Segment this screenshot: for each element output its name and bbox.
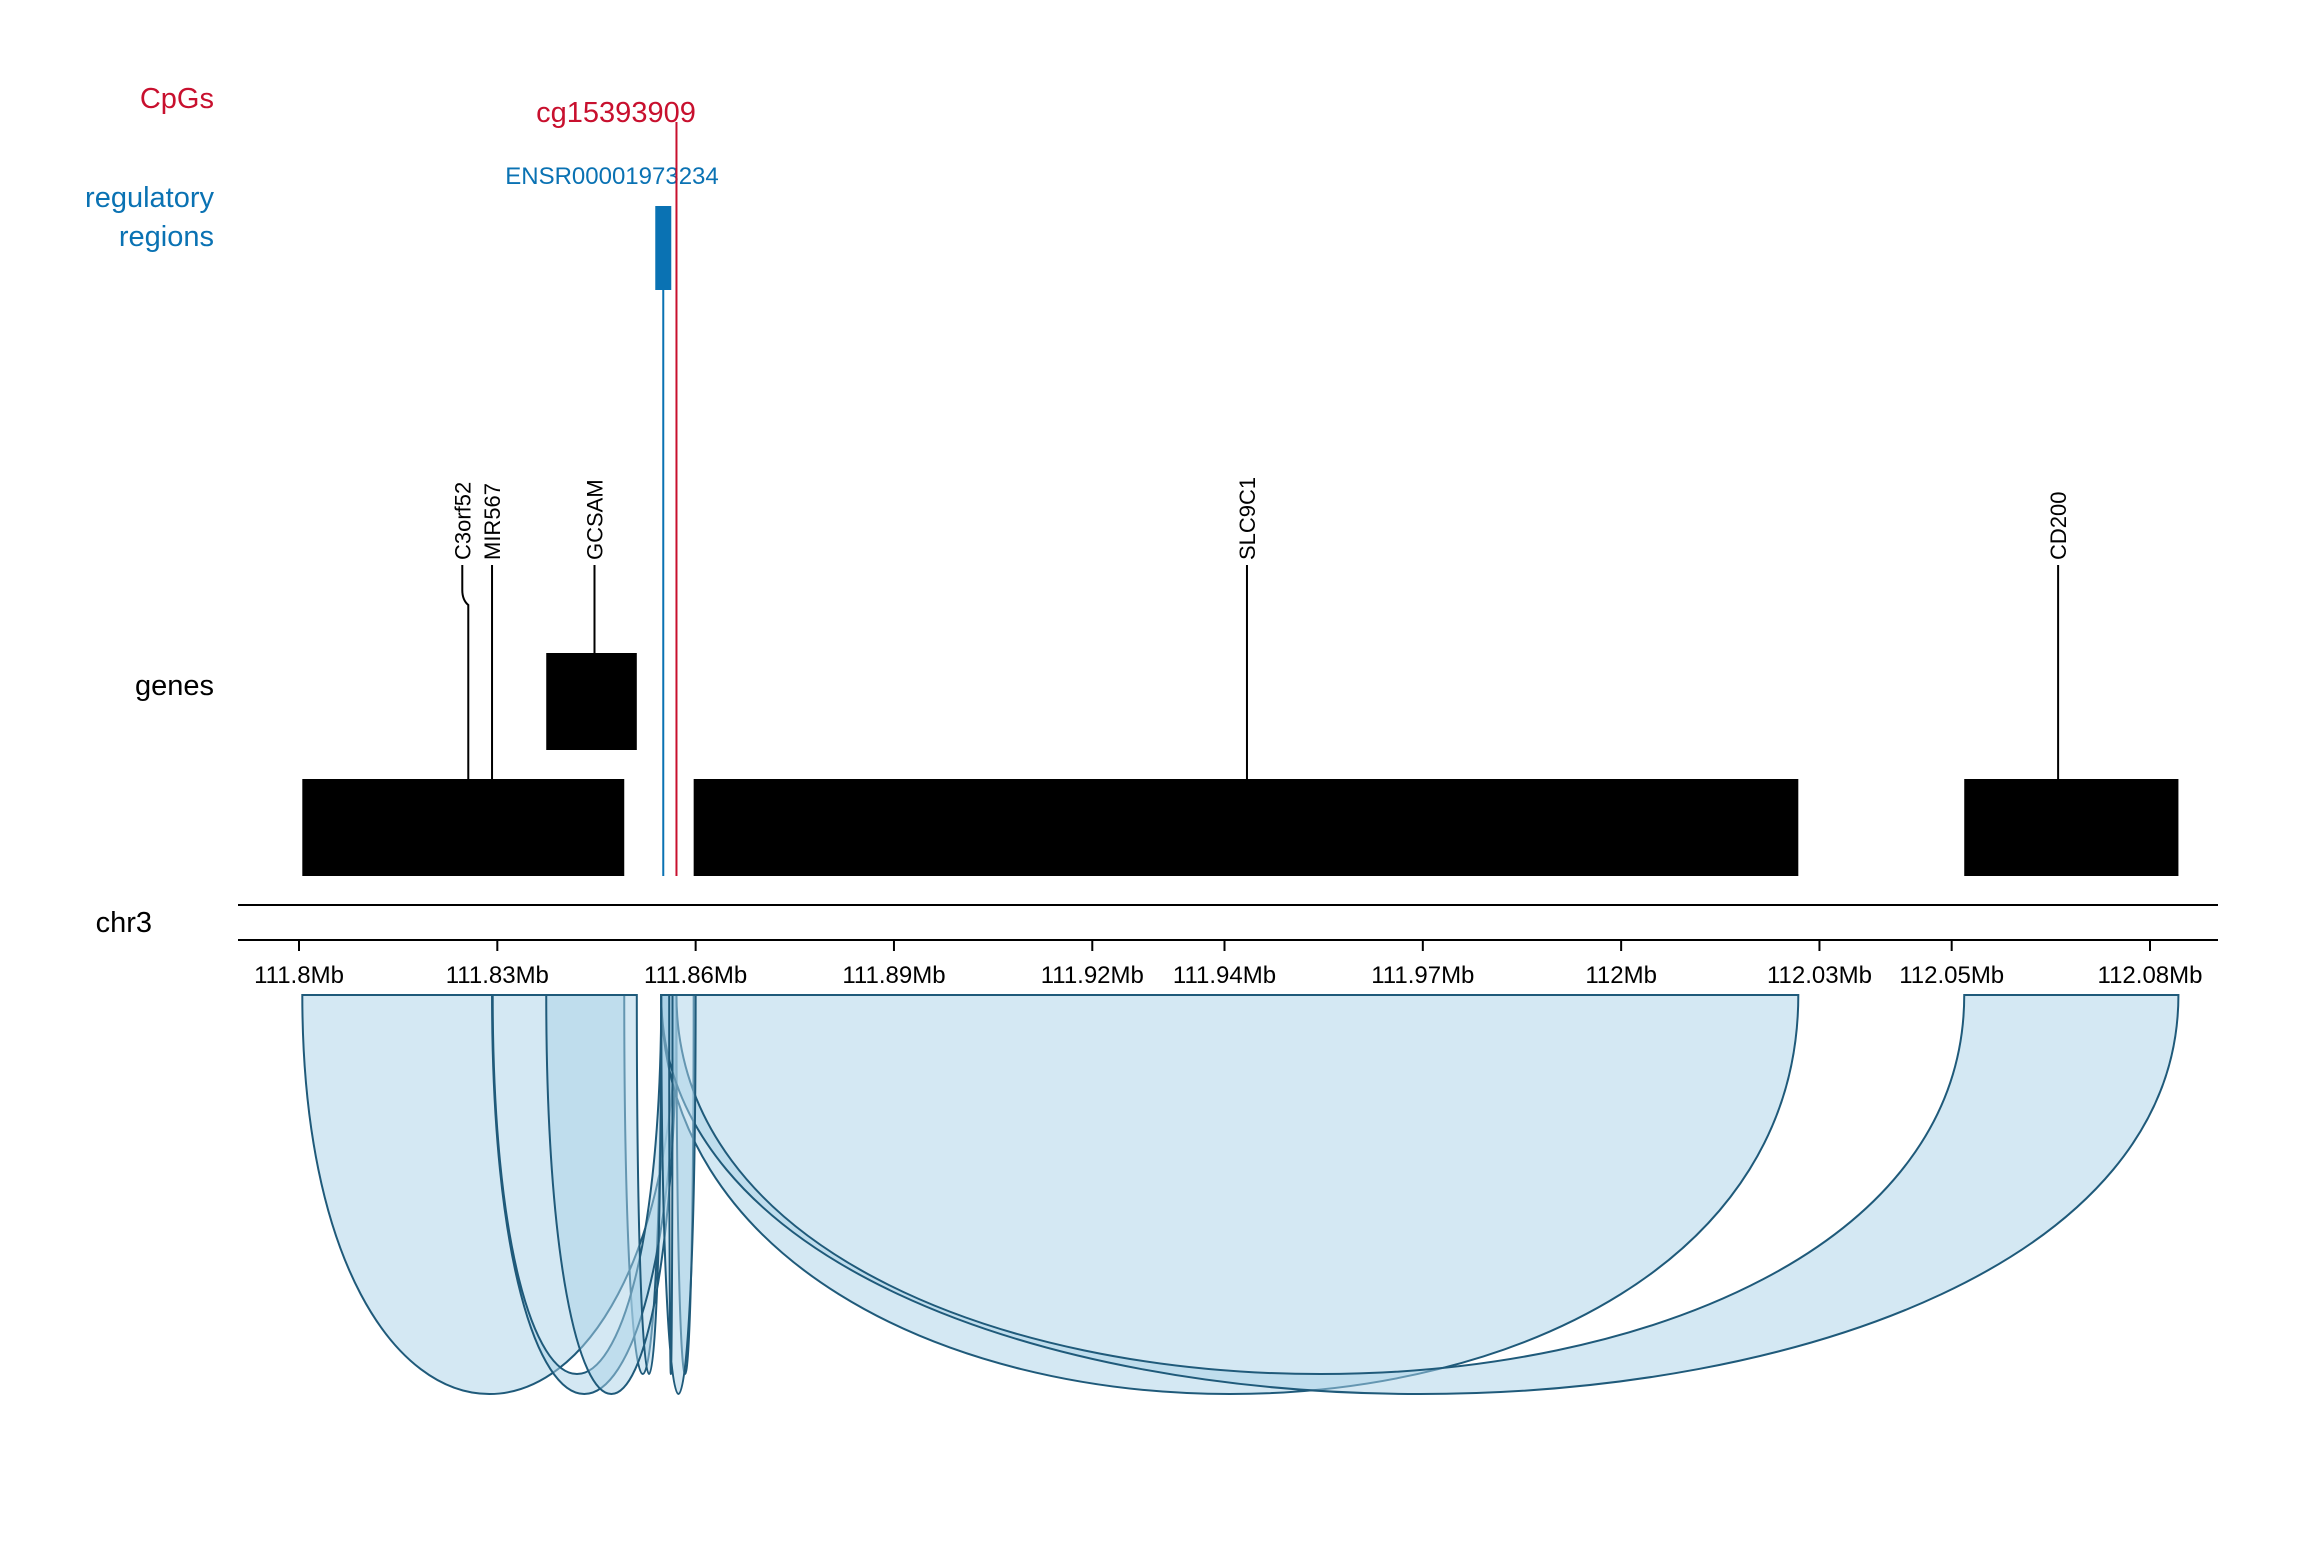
axis-tick-label: 111.83Mb	[446, 962, 549, 989]
axis-tick-label: 111.97Mb	[1371, 962, 1474, 989]
regulatory-track-label-line1: regulatory	[85, 182, 214, 214]
gene-body	[302, 779, 625, 876]
regulatory-track: ENSR00001973234	[505, 163, 719, 876]
interaction-arcs	[301, 994, 2180, 1395]
axis-tick-label: 111.92Mb	[1041, 962, 1144, 989]
interaction-arc	[660, 994, 2180, 1395]
gene-label: GCSAM	[582, 479, 607, 560]
axis-tick-label: 112.08Mb	[2098, 962, 2203, 989]
gene-label: SLC9C1	[1235, 477, 1260, 560]
axis-tick-label: 111.89Mb	[842, 962, 945, 989]
chromosome-track-label: chr3	[96, 907, 152, 939]
axis-tick-label: 112.03Mb	[1767, 962, 1872, 989]
cpgs-track-label: CpGs	[140, 83, 214, 115]
axis-tick-label: 112Mb	[1585, 962, 1657, 989]
axis-tick-label: 111.94Mb	[1173, 962, 1276, 989]
gene-track: C3orf52 MIR567 GCSAM SLC9C1 CD200	[302, 477, 2179, 876]
gene-body	[546, 653, 637, 750]
interaction-arc	[660, 994, 697, 1395]
gene-label: C3orf52	[450, 482, 475, 560]
regulatory-region-label: ENSR00001973234	[505, 163, 719, 190]
genes-track-label: genes	[135, 670, 214, 702]
axis-ticks: 111.8Mb 111.83Mb 111.86Mb 111.89Mb 111.92Mb 1…	[254, 940, 2202, 989]
regulatory-track-label-line2: regions	[119, 221, 214, 253]
gene-body	[693, 779, 1799, 876]
gene-label: MIR567	[480, 483, 505, 560]
gene-connector	[461, 565, 470, 779]
cpg-label: cg15393909	[536, 97, 696, 129]
cpg-track: cg15393909	[536, 97, 696, 876]
gene-body	[1964, 779, 2179, 876]
gene-label: CD200	[2046, 492, 2071, 560]
axis-tick-label: 111.8Mb	[254, 962, 344, 989]
axis-tick-label: 111.86Mb	[644, 962, 747, 989]
axis-tick-label: 112.05Mb	[1899, 962, 2004, 989]
